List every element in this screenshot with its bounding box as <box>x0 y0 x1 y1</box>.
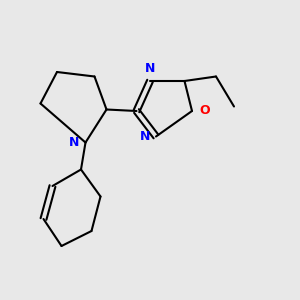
Text: N: N <box>140 130 150 143</box>
Text: N: N <box>145 62 155 75</box>
Text: N: N <box>69 136 80 149</box>
Text: O: O <box>200 104 210 118</box>
